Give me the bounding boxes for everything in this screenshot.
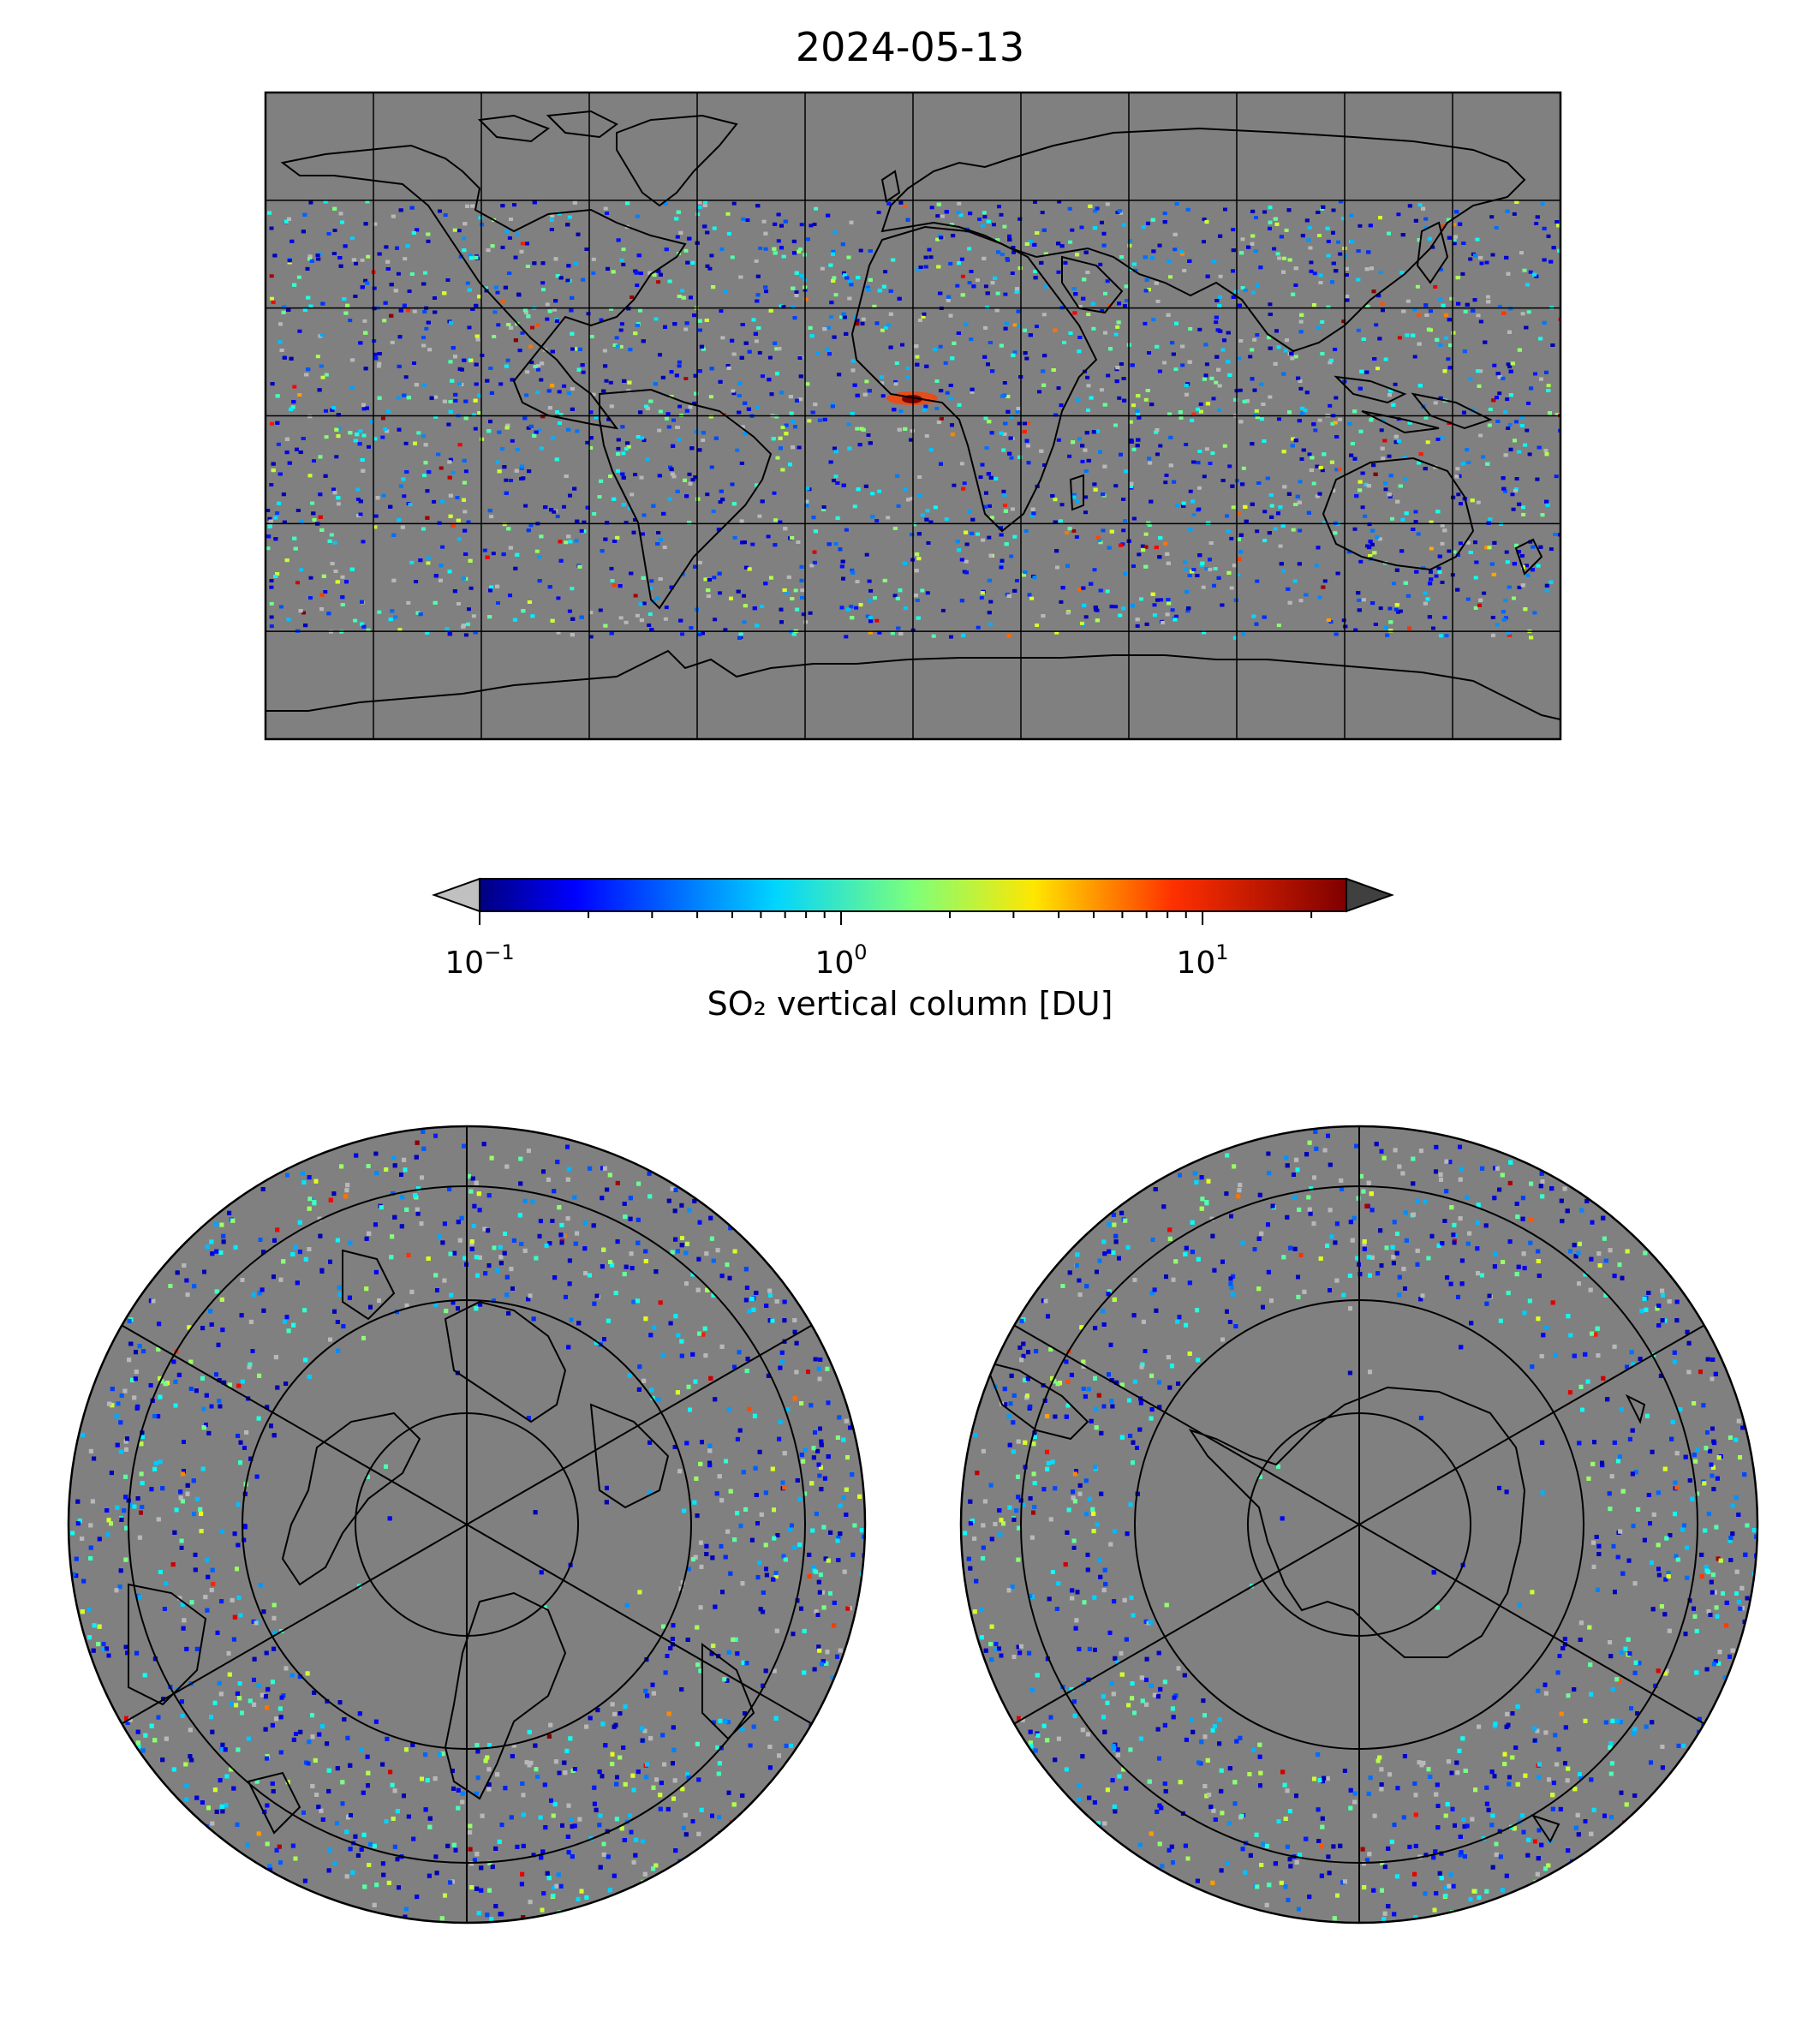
south-polar-frame <box>959 1125 1759 1925</box>
colorbar-tick-label-1: 100 <box>815 940 868 981</box>
colorbar-gradient <box>480 879 1346 911</box>
north-polar-so2-pixels <box>70 1130 865 1923</box>
north-polar-frame <box>67 1125 867 1925</box>
colorbar-frame <box>479 878 1347 912</box>
global-map-frame <box>264 91 1562 741</box>
colorbar-tick-label-2: 101 <box>1176 940 1229 981</box>
global-coastlines <box>266 110 1560 720</box>
global-graticule <box>266 92 1560 739</box>
south-polar-so2-pixels <box>963 1130 1757 1923</box>
north-polar-graticule <box>121 1126 813 1923</box>
colorbar-over-extension <box>1346 877 1394 913</box>
colorbar-under-extension <box>432 877 480 913</box>
colorbar-ticks <box>479 911 1313 925</box>
colorbar-tick-label-0: 10−1 <box>445 940 515 981</box>
north-polar-coastlines <box>128 1249 755 1835</box>
global-so2-pixels <box>266 200 1560 640</box>
colorbar-label: SO₂ vertical column [DU] <box>707 985 1113 1023</box>
colorbar <box>432 877 1394 925</box>
global-map <box>264 91 1562 741</box>
north-polar-map <box>67 1125 867 1925</box>
south-polar-graticule <box>1013 1126 1705 1923</box>
south-polar-map <box>959 1125 1759 1925</box>
map-title: 2024-05-13 <box>795 24 1025 70</box>
